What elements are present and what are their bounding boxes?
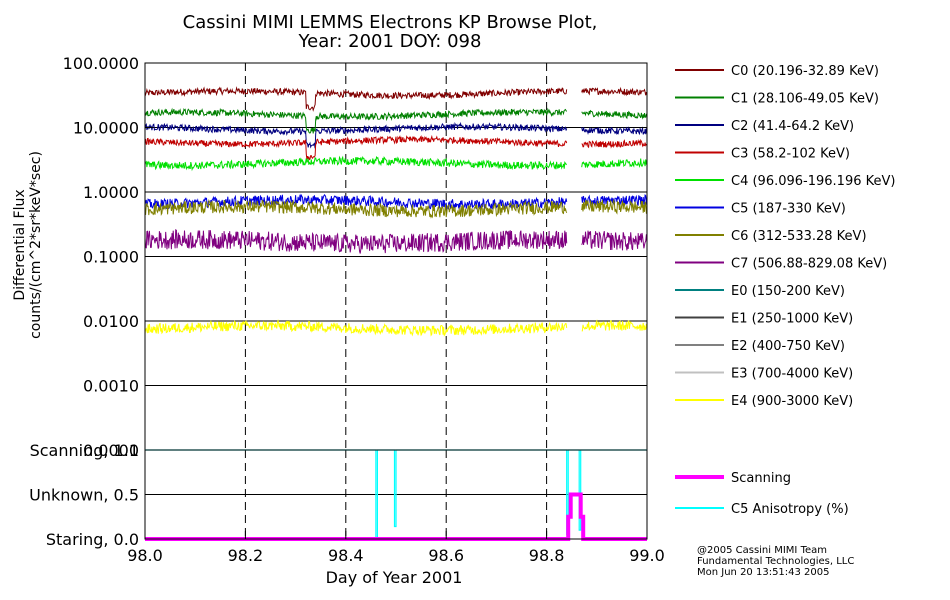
- chart-title-line2: Year: 2001 DOY: 098: [298, 31, 482, 52]
- flux-legend-label: E4 (900-3000 KeV): [731, 394, 853, 409]
- flux-legend-label: C1 (28.106-49.05 KeV): [731, 92, 879, 107]
- flux-legend-label: C5 (187-330 KeV): [731, 202, 846, 217]
- mode-y-tick-label: Scanning, 1.0: [30, 441, 139, 460]
- mode-y-tick-label: Unknown, 0.5: [29, 486, 139, 505]
- x-tick-label: 98.0: [127, 546, 163, 565]
- flux-series-line: [144, 134, 648, 161]
- flux-series-line: [144, 229, 648, 254]
- flux-legend-label: C0 (20.196-32.89 KeV): [731, 64, 879, 79]
- y-axis-label-line1: Differential Flux: [12, 189, 28, 300]
- flux-panel: 100.0000 10.0000 1.0000 0.1000 0.0100 0.0010 0…: [63, 54, 648, 460]
- flux-series-line: [144, 121, 648, 149]
- flux-legend-label: E1 (250-1000 KeV): [731, 312, 853, 327]
- flux-legend-label: C4 (96.096-196.196 KeV): [731, 174, 895, 189]
- x-ticks: 98.0 98.2 98.4 98.6 98.8 99.0: [127, 531, 665, 565]
- flux-y-tick-label: 0.0001: [83, 441, 139, 460]
- flux-legend-label: C6 (312-533.28 KeV): [731, 229, 867, 244]
- flux-series-line: [144, 86, 648, 112]
- mode-y-ticks: Scanning, 1.0 Unknown, 0.5 Staring, 0.0: [29, 441, 647, 549]
- flux-legend-label: E3 (700-4000 KeV): [731, 367, 853, 382]
- x-tick-label: 99.0: [629, 546, 665, 565]
- flux-series-line: [144, 155, 648, 172]
- flux-y-tick-label: 1.0000: [83, 183, 139, 202]
- credits-line3: Mon Jun 20 13:51:43 2005: [697, 567, 830, 578]
- y-axis-label-line2: counts/(cm^2*sr*keV*sec): [28, 151, 44, 339]
- mode-legend-label: Scanning: [731, 471, 791, 486]
- flux-legend-label: E2 (400-750 KeV): [731, 339, 845, 354]
- x-tick-label: 98.2: [228, 546, 264, 565]
- x-tick-label: 98.8: [529, 546, 565, 565]
- flux-y-tick-label: 10.0000: [73, 119, 139, 138]
- flux-series-line: [144, 198, 648, 219]
- chart-title-line1: Cassini MIMI LEMMS Electrons KP Browse P…: [183, 12, 598, 33]
- mode-panel: Scanning, 1.0 Unknown, 0.5 Staring, 0.0 98…: [29, 441, 665, 565]
- flux-y-tick-label: 0.0010: [83, 377, 139, 396]
- flux-legend-label: E0 (150-200 KeV): [731, 284, 845, 299]
- flux-series: [144, 86, 648, 337]
- mode-legend-label: C5 Anisotropy (%): [731, 502, 849, 517]
- flux-y-tick-label: 0.0100: [83, 312, 139, 331]
- x-tick-label: 98.4: [328, 546, 364, 565]
- x-axis-label: Day of Year 2001: [326, 568, 463, 587]
- flux-series-line: [144, 107, 648, 134]
- mode-legend: Scanning C5 Anisotropy (%): [675, 471, 849, 517]
- flux-legend-label: C2 (41.4-64.2 KeV): [731, 119, 854, 134]
- credits-line1: @2005 Cassini MIMI Team: [697, 545, 827, 556]
- flux-legend-label: C3 (58.2-102 KeV): [731, 147, 850, 162]
- flux-y-tick-label: 0.1000: [83, 248, 139, 267]
- mode-series-line: [145, 492, 647, 541]
- credits-line2: Fundamental Technologies, LLC: [697, 556, 854, 567]
- y-axis-label: Differential Flux counts/(cm^2*sr*keV*se…: [12, 151, 44, 339]
- x-tick-label: 98.6: [428, 546, 464, 565]
- flux-legend: C0 (20.196-32.89 KeV) C1 (28.106-49.05 Ke…: [675, 64, 895, 409]
- flux-y-tick-label: 100.0000: [63, 54, 139, 73]
- flux-y-ticks: 100.0000 10.0000 1.0000 0.1000 0.0100 0.0010 0…: [63, 54, 647, 460]
- flux-legend-label: C7 (506.88-829.08 KeV): [731, 257, 887, 272]
- flux-series-line: [144, 319, 648, 337]
- flux-grid: [145, 63, 647, 450]
- mode-y-tick-label: Staring, 0.0: [46, 530, 139, 549]
